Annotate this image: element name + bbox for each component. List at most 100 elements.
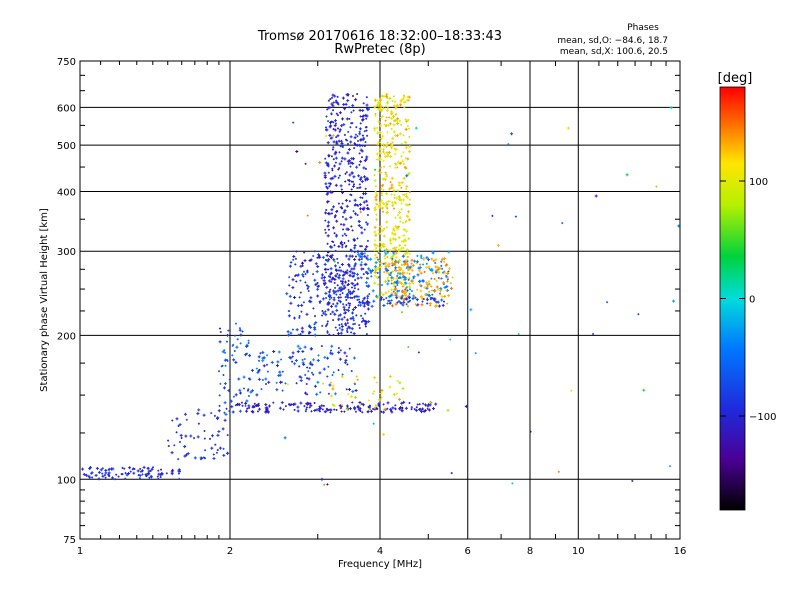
data-point [416, 254, 418, 257]
data-point [344, 316, 345, 319]
data-point [157, 469, 159, 472]
data-point [187, 452, 189, 456]
data-point [357, 272, 358, 276]
data-point [340, 269, 342, 273]
data-point [334, 164, 336, 168]
data-point [386, 226, 388, 229]
data-point [380, 143, 382, 146]
data-point [314, 384, 316, 388]
data-point [386, 207, 388, 210]
data-point [385, 201, 387, 204]
data-point [232, 343, 234, 346]
data-point [288, 314, 290, 318]
data-point [365, 117, 367, 120]
data-point [431, 293, 433, 296]
data-point [395, 162, 397, 166]
data-point [324, 157, 326, 160]
data-point [332, 387, 334, 391]
data-point [361, 245, 363, 248]
data-point [387, 276, 389, 280]
data-point [395, 216, 396, 219]
data-point [366, 134, 368, 137]
data-point [247, 389, 249, 392]
data-point [337, 101, 339, 105]
data-point [311, 371, 313, 374]
data-point [214, 443, 216, 446]
data-point [337, 103, 339, 106]
data-point [365, 192, 367, 196]
data-point [341, 188, 343, 191]
data-point [380, 124, 381, 128]
data-point [335, 264, 336, 268]
data-point [284, 436, 286, 440]
data-point [374, 168, 376, 171]
data-point [365, 322, 366, 326]
data-point [376, 203, 378, 206]
data-point [352, 311, 353, 315]
data-point [349, 200, 351, 203]
data-point [356, 165, 358, 169]
data-point [352, 323, 354, 326]
data-point [353, 147, 355, 150]
data-point [407, 255, 409, 258]
data-point [307, 285, 309, 289]
data-point [353, 238, 355, 242]
data-point [357, 276, 359, 280]
data-point [388, 124, 390, 127]
data-point [152, 466, 154, 469]
data-point [351, 297, 353, 299]
data-point [85, 473, 87, 477]
data-point [367, 271, 369, 275]
data-point [329, 133, 331, 137]
data-point [368, 304, 369, 307]
data-point [327, 242, 329, 245]
data-point [396, 260, 398, 264]
data-point [425, 281, 427, 285]
data-point [403, 94, 405, 97]
data-point [297, 344, 299, 348]
data-point [406, 272, 408, 275]
data-point [291, 403, 293, 406]
data-point [355, 212, 356, 216]
data-point [336, 112, 338, 115]
data-point [341, 124, 343, 128]
data-point [388, 290, 390, 293]
data-point [360, 263, 362, 267]
data-point [358, 174, 360, 178]
data-point [400, 161, 402, 164]
data-point [179, 423, 181, 427]
data-point [405, 146, 407, 150]
data-point [396, 166, 398, 169]
data-point [381, 228, 383, 232]
data-point [354, 383, 356, 386]
data-point [377, 143, 379, 146]
data-point [96, 466, 98, 470]
data-point [393, 290, 395, 293]
data-point [360, 122, 362, 125]
data-point [383, 432, 385, 436]
data-point [378, 158, 380, 161]
data-point [351, 291, 353, 294]
data-point [379, 205, 381, 209]
data-point [394, 162, 396, 165]
data-point [335, 161, 337, 164]
data-point [353, 183, 355, 186]
data-point [403, 260, 405, 264]
data-point [353, 157, 354, 161]
data-point [326, 285, 328, 289]
data-point [411, 268, 413, 272]
data-point [386, 116, 388, 119]
data-point [440, 260, 442, 263]
data-point [380, 116, 382, 119]
data-point [217, 433, 219, 437]
data-point [340, 296, 342, 299]
data-point [401, 202, 403, 205]
data-point [306, 270, 308, 274]
data-point [345, 322, 346, 326]
data-point [406, 195, 407, 199]
x-tick-label: 1 [77, 546, 83, 557]
data-point [417, 403, 419, 406]
data-point [385, 264, 387, 268]
data-point [327, 234, 329, 238]
